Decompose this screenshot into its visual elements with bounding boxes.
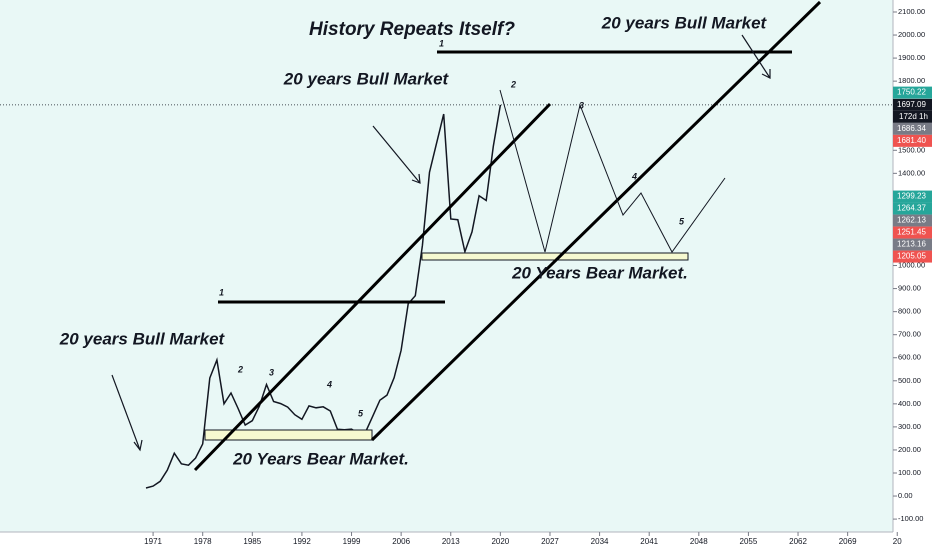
y-tick-label: 0.00: [898, 491, 913, 500]
price-tag: [893, 122, 932, 135]
annotation: 20 Years Bear Market.: [232, 449, 409, 468]
x-tick-label: 2041: [640, 537, 658, 546]
countdown-label: 172d 1h: [899, 112, 928, 121]
y-tick-label: -100.00: [898, 514, 923, 523]
x-tick-label: 2069: [839, 537, 857, 546]
y-tick-label: 1800.00: [898, 76, 925, 85]
y-tick-label: 500.00: [898, 376, 921, 385]
wave-label: 5: [358, 408, 364, 418]
arrow-head: [133, 439, 143, 452]
price-tag: [893, 98, 932, 111]
trend-line: [193, 102, 552, 472]
annotation: 20 years Bull Market: [59, 329, 226, 348]
y-tick-label: 1400.00: [898, 168, 925, 177]
arrow: [111, 374, 141, 451]
y-tick-label: 800.00: [898, 307, 921, 316]
wave-label: 1: [439, 38, 444, 48]
y-tick-label: 2100.00: [898, 7, 925, 16]
wave-label: 5: [679, 216, 685, 226]
arrow-head: [761, 69, 771, 79]
price-tag: [893, 134, 932, 147]
y-tick-label: 400.00: [898, 399, 921, 408]
x-tick-label: 1992: [293, 537, 311, 546]
chart-title: History Repeats Itself?: [309, 19, 515, 40]
countdown-tag: [893, 110, 932, 123]
y-tick-label: 1500.00: [898, 145, 925, 154]
x-tick-label: 2034: [591, 537, 609, 546]
wave-label: 2: [237, 364, 243, 374]
x-tick-label: 1999: [343, 537, 361, 546]
wave-label: 1: [219, 287, 224, 297]
x-tick-label: 20: [893, 537, 902, 546]
wave-label: 3: [579, 100, 584, 110]
y-tick-label: 700.00: [898, 330, 921, 339]
projection-path: [499, 89, 726, 253]
drawings: [111, 0, 822, 472]
price-tag-label: 1205.05: [897, 252, 926, 261]
x-tick-label: 2062: [789, 537, 807, 546]
x-tick-label: 2006: [392, 537, 410, 546]
price-tag-label: 1213.16: [897, 240, 926, 249]
x-tick-label: 2048: [690, 537, 708, 546]
price-tag-label: 1262.13: [897, 216, 926, 225]
arrow-head: [411, 173, 421, 184]
y-tick-label: 100.00: [898, 468, 921, 477]
trend-line: [370, 0, 822, 442]
y-tick-label: 900.00: [898, 284, 921, 293]
x-tick-label: 1985: [243, 537, 261, 546]
x-tick-label: 2013: [442, 537, 460, 546]
y-tick-label: 200.00: [898, 445, 921, 454]
arrow: [741, 34, 771, 79]
price-tag-label: 1264.37: [897, 204, 926, 213]
annotation: 20 Years Bear Market.: [511, 263, 688, 282]
x-tick-label: 1978: [194, 537, 212, 546]
annotation: 20 years Bull Market: [601, 13, 768, 32]
price-tag-label: 1251.45: [897, 228, 926, 237]
price-tag-label: 1299.23: [897, 192, 926, 201]
price-tag-label: 1681.40: [897, 136, 926, 145]
wave-label: 4: [326, 379, 332, 389]
range-box: [204, 429, 373, 441]
price-tag: [893, 190, 932, 203]
price-tag: [893, 226, 932, 239]
annotation: 20 years Bull Market: [283, 69, 450, 88]
y-tick-label: 600.00: [898, 353, 921, 362]
price-tag: [893, 214, 932, 227]
x-tick-label: 2055: [740, 537, 758, 546]
wave-label: 4: [631, 171, 637, 181]
y-tick-label: 2000.00: [898, 30, 925, 39]
price-tag: [893, 202, 932, 215]
x-tick-label: 2020: [491, 537, 509, 546]
x-tick-label: 1971: [144, 537, 162, 546]
x-tick-label: 2027: [541, 537, 559, 546]
range-box: [421, 252, 689, 261]
plot-area: [0, 0, 893, 532]
price-tag-label: 1750.22: [897, 88, 926, 97]
arrow: [372, 125, 421, 184]
wave-label: 3: [269, 367, 274, 377]
wave-label: 2: [510, 79, 516, 89]
y-tick-label: 1900.00: [898, 53, 925, 62]
price-tag: [893, 250, 932, 263]
price-tag-label: 1697.09: [897, 100, 926, 109]
price-line: [145, 104, 502, 489]
y-tick-label: 1000.00: [898, 261, 925, 270]
y-tick-label: 300.00: [898, 422, 921, 431]
price-tag-label: 1686.34: [897, 124, 926, 133]
price-tag: [893, 86, 932, 99]
price-tag: [893, 238, 932, 251]
